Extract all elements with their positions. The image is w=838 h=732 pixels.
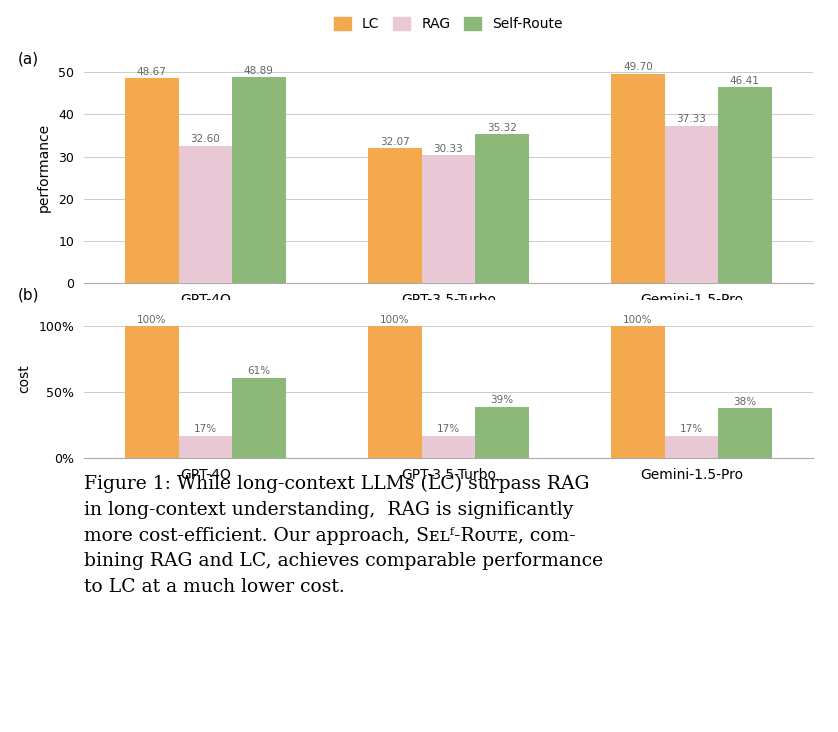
Text: 38%: 38%	[733, 397, 757, 407]
Bar	[475, 134, 529, 283]
Bar	[665, 436, 718, 458]
Bar	[422, 155, 475, 283]
Text: (b): (b)	[18, 288, 39, 302]
Bar	[368, 326, 422, 458]
Legend: LC, RAG, Self-Route: LC, RAG, Self-Route	[328, 12, 568, 37]
Bar	[475, 407, 529, 458]
Y-axis label: performance: performance	[37, 123, 51, 212]
Bar	[125, 326, 178, 458]
Text: 35.32: 35.32	[487, 123, 517, 133]
Text: 17%: 17%	[680, 425, 703, 434]
Y-axis label: cost: cost	[18, 365, 31, 393]
Text: 32.60: 32.60	[190, 135, 220, 144]
Text: 46.41: 46.41	[730, 76, 760, 86]
Text: 48.89: 48.89	[244, 66, 274, 75]
Bar	[611, 326, 665, 458]
Bar	[232, 77, 286, 283]
Text: 39%: 39%	[490, 395, 514, 406]
Text: 100%: 100%	[623, 315, 653, 325]
Bar	[422, 436, 475, 458]
Text: 30.33: 30.33	[433, 144, 463, 154]
Text: 48.67: 48.67	[137, 67, 167, 77]
Bar	[718, 87, 772, 283]
Text: 61%: 61%	[247, 367, 271, 376]
Bar	[611, 74, 665, 283]
Text: 49.70: 49.70	[623, 62, 653, 72]
Bar	[718, 408, 772, 458]
Bar	[125, 78, 178, 283]
Text: 17%: 17%	[194, 425, 217, 434]
Bar	[368, 148, 422, 283]
Text: Figure 1: While long-context LLMs (LC) surpass RAG
in long-context understanding: Figure 1: While long-context LLMs (LC) s…	[84, 475, 603, 596]
Bar	[178, 436, 232, 458]
Text: 32.07: 32.07	[380, 137, 410, 146]
Bar	[232, 378, 286, 458]
Text: 17%: 17%	[437, 425, 460, 434]
Bar	[665, 126, 718, 283]
Text: 100%: 100%	[137, 315, 167, 325]
Text: (a): (a)	[18, 51, 39, 66]
Bar	[178, 146, 232, 283]
Text: 37.33: 37.33	[676, 114, 706, 124]
Text: 100%: 100%	[380, 315, 410, 325]
